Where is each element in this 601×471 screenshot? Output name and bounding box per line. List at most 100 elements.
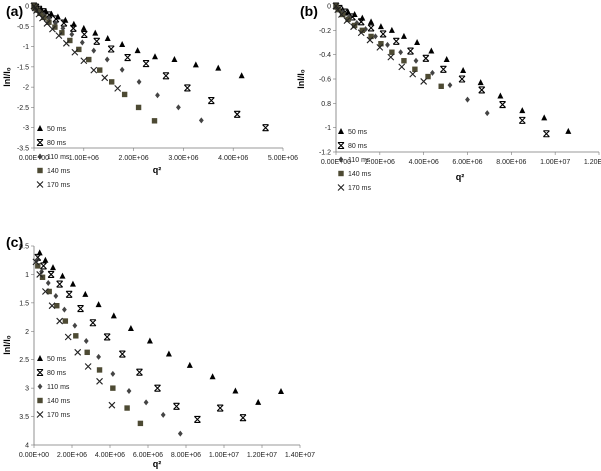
data-point — [45, 279, 51, 286]
x-tick-label: 1.00E+07 — [209, 452, 239, 459]
panel-label: (a) — [6, 3, 23, 19]
data-point — [334, 6, 342, 14]
data-point — [412, 66, 418, 72]
data-point — [127, 324, 134, 331]
data-point — [43, 20, 51, 27]
data-point — [497, 92, 504, 99]
data-point — [32, 258, 40, 266]
data-point — [69, 24, 77, 32]
legend-marker — [338, 128, 344, 134]
x-tick-label: 1.00E+06 — [69, 155, 99, 162]
data-point — [407, 47, 414, 55]
data-point — [443, 56, 450, 63]
data-point — [53, 293, 59, 300]
series-triangle — [36, 249, 284, 405]
data-point — [90, 66, 98, 74]
data-point — [136, 368, 143, 376]
data-point — [216, 404, 224, 412]
data-point — [478, 86, 486, 94]
y-tick-label: -3.5 — [17, 146, 29, 153]
panel-b: (b) 0 -0.2 -0.4 -0.6 0.8 -1 -1.2 0.00E+00 2.00E+0… — [296, 2, 601, 192]
legend-label: 140 ms — [47, 168, 70, 175]
data-point — [278, 388, 284, 395]
data-point — [332, 2, 340, 10]
y-tick-label: 3 — [25, 386, 29, 393]
legend-label: 110 ms — [47, 154, 70, 161]
data-point — [368, 33, 374, 40]
data-point — [74, 348, 82, 356]
data-point — [96, 377, 103, 385]
y-tick-label: -1.5 — [17, 64, 29, 71]
data-point — [350, 23, 357, 31]
legend-label: 80 ms — [348, 143, 368, 150]
series-x — [332, 2, 428, 85]
y-tick-label: -1 — [325, 125, 331, 132]
legend-marker — [37, 397, 43, 404]
data-point — [47, 270, 55, 278]
data-point — [119, 41, 126, 48]
data-point — [46, 288, 52, 295]
legend-marker — [36, 138, 44, 147]
y-tick-label: -1 — [23, 44, 29, 51]
data-point — [388, 26, 395, 33]
data-point — [84, 363, 92, 370]
data-point — [232, 387, 239, 394]
y-tick-label: 0 — [327, 4, 331, 11]
data-point — [186, 361, 193, 368]
data-point — [389, 49, 395, 55]
data-point — [69, 31, 75, 38]
data-point — [171, 56, 178, 63]
y-tick-label: -1.2 — [319, 150, 331, 157]
data-point — [425, 73, 431, 80]
y-tick-label: -0.5 — [17, 24, 29, 31]
data-point — [541, 114, 548, 121]
data-point — [368, 18, 375, 25]
data-point — [519, 107, 526, 114]
data-point — [42, 256, 49, 263]
data-point — [62, 306, 67, 313]
data-point — [40, 262, 47, 270]
series-star — [332, 2, 550, 138]
data-point — [357, 18, 365, 26]
data-point — [151, 118, 158, 124]
data-point — [80, 57, 88, 65]
data-point — [54, 303, 60, 309]
legend-label: 110 ms — [47, 384, 70, 391]
data-point — [62, 39, 70, 47]
data-point — [233, 110, 241, 118]
series-triangle — [31, 2, 245, 79]
y-axis-title: lnI/I₀ — [2, 67, 12, 87]
legend-marker — [37, 153, 43, 160]
data-point — [377, 23, 384, 30]
data-point — [345, 8, 352, 15]
data-point — [96, 353, 101, 360]
y-tick-label: 1 — [25, 272, 29, 279]
data-point — [518, 116, 526, 124]
data-point — [82, 290, 89, 297]
data-point — [378, 41, 384, 47]
data-point — [108, 79, 115, 85]
x-tick-label: 2.00E+06 — [57, 452, 87, 459]
data-point — [152, 53, 159, 60]
legend: 50 ms 80 ms 110 ms 140 ms 170 ms — [36, 355, 70, 419]
data-point — [104, 56, 110, 63]
data-point — [126, 387, 132, 394]
x-tick-label: 6.00E+06 — [452, 159, 482, 166]
data-point — [143, 399, 149, 406]
data-point — [192, 61, 199, 68]
data-point — [45, 11, 53, 19]
data-point — [95, 301, 102, 308]
data-point — [238, 72, 245, 79]
data-point — [59, 272, 66, 279]
y-tick-label: 2.5 — [19, 357, 29, 364]
series-diamond — [34, 257, 183, 437]
data-point — [438, 83, 444, 89]
legend-label: 50 ms — [348, 129, 368, 136]
data-point — [83, 337, 89, 344]
data-point — [420, 78, 428, 85]
data-point — [177, 430, 183, 437]
x-tick-label: 4.00E+06 — [218, 155, 248, 162]
data-point — [119, 66, 125, 73]
x-tick-label: 8.00E+06 — [171, 452, 201, 459]
